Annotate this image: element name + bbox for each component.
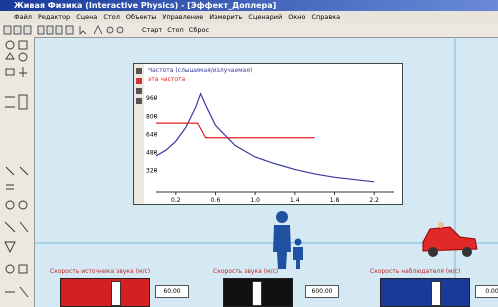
menu-item[interactable]: Сценарий — [248, 11, 282, 23]
app-window: Живая Физика (Interactive Physics) - [Эф… — [0, 0, 498, 307]
graph-title: Частота (слышимая/излучаемая) — [148, 67, 252, 74]
car — [423, 222, 477, 257]
slider-thumb — [111, 281, 121, 306]
menu-item[interactable]: Измерить — [209, 11, 242, 23]
x-tick-label: 1.8 — [330, 197, 340, 204]
observer-figures — [273, 211, 303, 269]
slider-thumb — [431, 281, 441, 306]
meter-label: Скорость источника звука (м/с) — [50, 268, 150, 275]
tool-palette — [0, 37, 35, 307]
title-bar: Живая Физика (Interactive Physics) - [Эф… — [0, 0, 498, 11]
toolbar: Старт Стоп Сброс — [0, 23, 498, 38]
meter-label: Скорость наблюдателя (м/с) — [370, 268, 460, 275]
y-tick-label: 320 — [146, 168, 158, 175]
menu-item[interactable]: Управление — [162, 11, 203, 23]
menu-item[interactable]: Окно — [288, 11, 305, 23]
toolbar-button[interactable]: Стоп — [167, 23, 184, 37]
menu-item[interactable]: Объекты — [126, 11, 157, 23]
menu-item[interactable]: Файл — [14, 11, 32, 23]
x-tick-label: 2.2 — [369, 197, 379, 204]
graph: Частота (слышимая/излучаемая) эта частот… — [134, 64, 402, 204]
menu-item[interactable]: Редактор — [38, 11, 70, 23]
meter-slider[interactable] — [380, 278, 470, 307]
y-tick-label: 640 — [146, 131, 158, 138]
menu-item[interactable]: Справка — [311, 11, 340, 23]
x-tick-label: 1.0 — [250, 197, 260, 204]
meter-value[interactable]: 600.00 — [305, 285, 339, 298]
menu-item[interactable]: Стол — [103, 11, 119, 23]
meter-value[interactable]: 0.00 — [475, 285, 498, 298]
slider-thumb — [252, 281, 262, 306]
meter-label: Скорость звука (м/с) — [213, 268, 278, 275]
graph-legend: эта частота — [148, 76, 186, 83]
graph-window: Частота (слышимая/излучаемая) эта частот… — [133, 63, 403, 205]
x-tick-label: 0.6 — [211, 197, 221, 204]
x-tick-label: 0.2 — [171, 197, 181, 204]
y-tick-label: 960 — [146, 95, 158, 102]
menu-item[interactable]: Сцена — [76, 11, 97, 23]
x-tick-label: 1.4 — [290, 197, 300, 204]
y-tick-label: 800 — [146, 113, 158, 120]
palette-icons — [0, 37, 34, 307]
meter-slider[interactable] — [60, 278, 150, 307]
toolbar-buttons: Старт Стоп Сброс — [142, 23, 209, 37]
meter-slider[interactable] — [223, 278, 293, 307]
toolbar-icons — [2, 23, 142, 37]
toolbar-button[interactable]: Старт — [142, 23, 162, 37]
toolbar-button[interactable]: Сброс — [189, 23, 209, 37]
menu-bar: Файл Редактор Сцена Стол Объекты Управление Из… — [0, 11, 498, 23]
meter-value[interactable]: 60.00 — [155, 285, 189, 298]
